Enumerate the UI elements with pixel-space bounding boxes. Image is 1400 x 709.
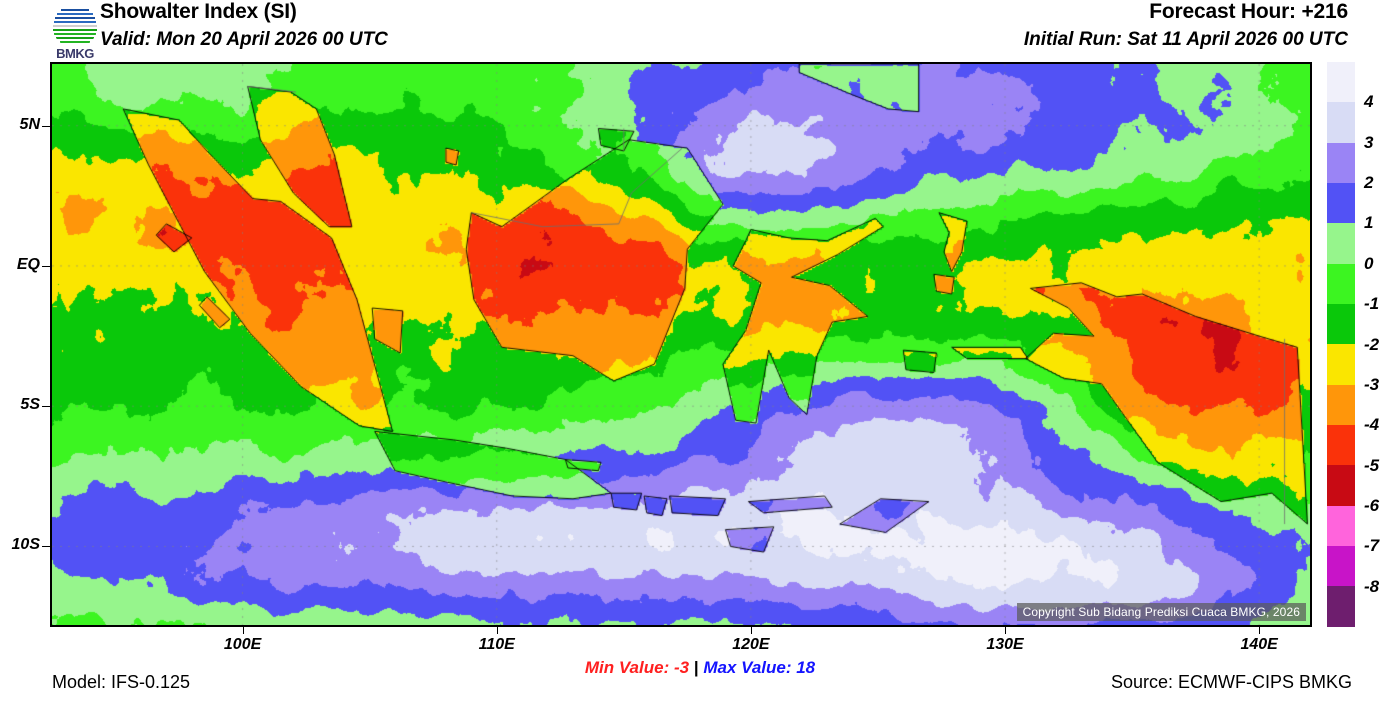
- x-axis-tick: [496, 627, 498, 634]
- colorbar-tick-label: 3: [1364, 132, 1374, 152]
- x-axis-label: 140E: [1240, 636, 1278, 653]
- x-axis-tick: [750, 627, 752, 634]
- bmkg-logo: BMKG: [44, 2, 106, 61]
- page-header: BMKG Showalter Index (SI) Valid: Mon 20 …: [0, 0, 1400, 62]
- colorbar-tick-label: -7: [1364, 536, 1380, 556]
- colorbar-band: [1327, 546, 1355, 587]
- bmkg-logo-disc: [52, 2, 98, 48]
- bmkg-logo-label: BMKG: [56, 46, 94, 61]
- x-axis-label: 100E: [223, 636, 262, 653]
- colorbar-tick-label: -2: [1364, 334, 1380, 354]
- colorbar-tick-label: 1: [1364, 213, 1374, 233]
- y-axis-tick: [42, 125, 50, 127]
- colorbar-band: [1327, 142, 1355, 184]
- forecast-hour-label: Forecast Hour: +216: [1149, 0, 1348, 23]
- colorbar-band: [1327, 505, 1355, 547]
- colorbar-band: [1327, 425, 1355, 466]
- colorbar-band: [1327, 183, 1355, 224]
- map-copyright-notice: Copyright Sub Bidang Prediksi Cuaca BMKG…: [1016, 603, 1306, 621]
- colorbar-band: [1327, 263, 1355, 305]
- colorbar-tick-label: 4: [1364, 92, 1374, 112]
- colorbar: [1327, 62, 1355, 627]
- y-axis-tick: [42, 406, 50, 408]
- valid-time-label: Valid: Mon 20 April 2026 00 UTC: [100, 29, 388, 50]
- colorbar-tick-label: -1: [1364, 294, 1380, 314]
- y-axis-label: 5N: [19, 115, 40, 133]
- colorbar-band: [1327, 304, 1355, 345]
- y-axis-label: EQ: [16, 255, 40, 273]
- min-value-label: Min Value: -3: [584, 658, 690, 677]
- colorbar-tick-label: -8: [1364, 576, 1380, 596]
- min-max-values: Min Value: -3 | Max Value: 18: [0, 658, 1400, 678]
- x-axis-label: 120E: [732, 636, 770, 653]
- colorbar-band: [1327, 344, 1355, 385]
- page-title: Showalter Index (SI): [100, 0, 297, 23]
- x-axis-label: 130E: [986, 636, 1024, 653]
- source-label: Source: ECMWF-CIPS BMKG: [1110, 672, 1352, 692]
- colorbar-tick-label: 2: [1364, 173, 1374, 193]
- colorbar-band: [1327, 465, 1355, 506]
- max-value-label: Max Value: 18: [703, 658, 816, 677]
- y-axis-label: 5S: [20, 396, 40, 414]
- colorbar-tick-label: -4: [1364, 415, 1380, 435]
- colorbar-band: [1327, 62, 1355, 103]
- x-axis-tick: [1259, 627, 1261, 634]
- colorbar-tick-label: -6: [1364, 495, 1380, 515]
- colorbar-band: [1327, 102, 1355, 143]
- colorbar-band: [1327, 586, 1355, 627]
- min-max-separator: |: [693, 658, 699, 677]
- x-axis-tick: [242, 627, 244, 634]
- colorbar-tick-label: -3: [1364, 374, 1380, 394]
- colorbar-tick-label: -5: [1364, 455, 1380, 475]
- colorbar-tick-label: 0: [1364, 253, 1374, 273]
- colorbar-band: [1327, 223, 1355, 264]
- y-axis-tick: [42, 546, 50, 548]
- si-heatmap-canvas: [52, 64, 1310, 625]
- initial-run-label: Initial Run: Sat 11 April 2026 00 UTC: [1023, 29, 1348, 50]
- colorbar-band: [1327, 384, 1355, 426]
- x-axis-tick: [1005, 627, 1007, 634]
- x-axis-label: 110E: [478, 636, 515, 653]
- model-label: Model: IFS-0.125: [52, 672, 191, 692]
- y-axis-label: 10S: [11, 536, 40, 554]
- y-axis-tick: [42, 265, 50, 267]
- map-plot-area[interactable]: Copyright Sub Bidang Prediksi Cuaca BMKG…: [50, 62, 1312, 627]
